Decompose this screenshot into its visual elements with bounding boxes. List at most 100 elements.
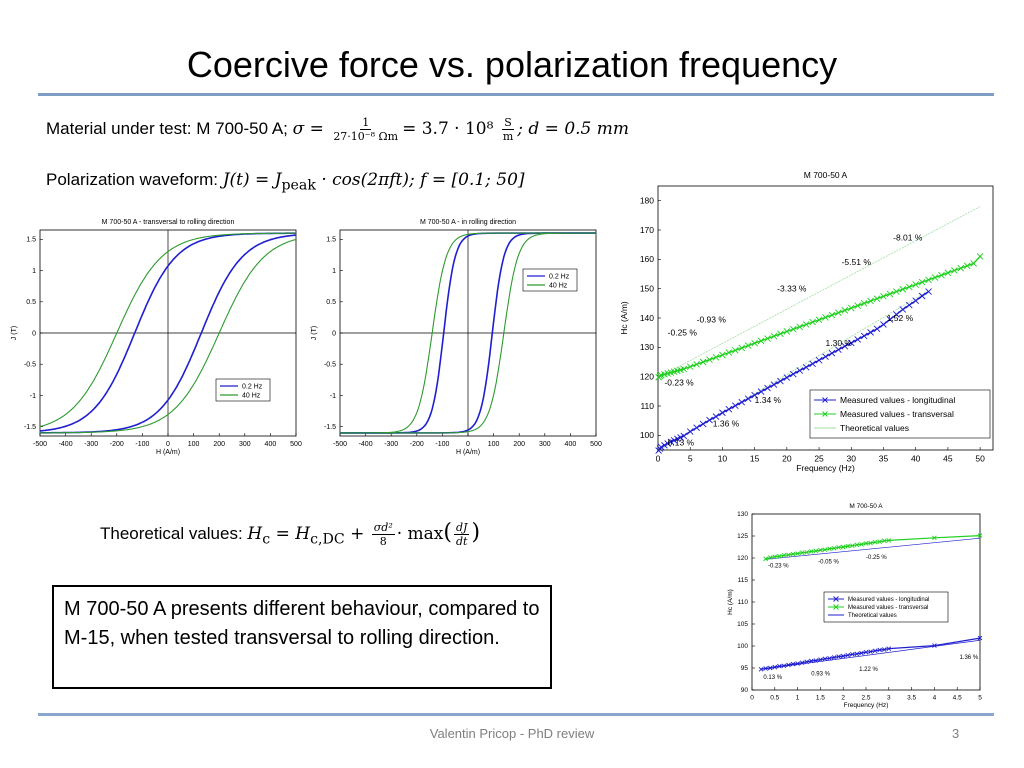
data-marker (670, 437, 678, 444)
data-marker (828, 311, 836, 319)
data-marker (818, 657, 823, 662)
page-number: 3 (952, 726, 960, 741)
y-tick-label: 120 (640, 372, 654, 382)
data-marker (783, 374, 791, 381)
hysteresis-chart-transversal: -500 -400 -300 -200 -100 0 100 200 300 400 500 -1.5… (11, 219, 302, 456)
percent-annotation: 0.13 % (763, 675, 782, 681)
data-marker (944, 269, 952, 277)
material-label: Material under test: M 700-50 A; (46, 119, 288, 138)
data-marker (836, 654, 841, 659)
x-tick-label: 400 (565, 441, 577, 448)
data-marker (686, 428, 694, 435)
data-marker (808, 658, 814, 664)
chart-title: M 700-50 A (804, 170, 848, 180)
data-marker (840, 653, 846, 659)
data-marker (808, 549, 814, 554)
y-tick-label: 130 (737, 511, 748, 518)
chart-title: M 700-50 A - in rolling direction (420, 219, 516, 226)
x-tick-label: 0 (750, 695, 754, 702)
data-marker (845, 543, 851, 549)
data-marker (815, 356, 823, 364)
data-marker (790, 551, 796, 557)
x-tick-label: -200 (410, 441, 424, 448)
legend-label: 40 Hz (549, 283, 568, 290)
chart-title: M 700-50 A - transversal to rolling dire… (102, 219, 235, 226)
data-marker (977, 533, 983, 538)
data-marker (744, 395, 752, 402)
x-axis-label: H (A/m) (156, 449, 180, 456)
data-marker (893, 288, 900, 295)
footer-author: Valentin Pricop - PhD review (429, 726, 595, 741)
y-tick-label: 110 (738, 599, 749, 606)
data-marker (802, 321, 810, 328)
theory-label: Theoretical values: (100, 524, 243, 543)
data-marker (932, 535, 937, 541)
data-marker (719, 351, 726, 359)
x-tick-label: 5 (978, 695, 982, 702)
data-marker (868, 649, 873, 655)
data-marker (795, 661, 800, 666)
x-tick-label: 20 (782, 454, 792, 464)
data-marker (840, 544, 846, 550)
x-tick-label: 35 (879, 454, 889, 464)
data-marker (751, 391, 758, 399)
theory-max: · max (396, 524, 444, 544)
data-marker (835, 309, 842, 317)
data-marker (877, 647, 882, 653)
x-tick-label: 500 (590, 441, 602, 448)
data-marker (963, 262, 971, 270)
legend-label: 0.2 Hz (242, 384, 263, 391)
waveform-sub: peak (281, 177, 316, 194)
percent-annotation: -3.33 % (777, 284, 807, 294)
data-marker (725, 349, 733, 356)
data-marker (763, 556, 768, 562)
chart-title: M 700-50 A (849, 503, 883, 510)
data-marker (932, 643, 937, 648)
data-marker (905, 283, 913, 291)
data-marker (777, 553, 782, 559)
data-marker (881, 538, 887, 544)
legend-label: 0.2 Hz (549, 274, 570, 281)
y-tick-label: 125 (737, 533, 748, 540)
x-tick-label: -300 (384, 441, 398, 448)
percent-annotation: -0.23 % (768, 564, 789, 570)
data-marker (767, 665, 773, 671)
percent-annotation: -0.93 % (697, 314, 727, 324)
data-marker (813, 658, 819, 663)
y-axis-label: J (T) (311, 326, 318, 340)
legend-label: 40 Hz (242, 393, 261, 400)
data-marker (680, 432, 688, 440)
data-marker (854, 651, 860, 657)
data-marker (699, 420, 707, 428)
data-marker (757, 388, 765, 395)
y-tick-label: 130 (640, 342, 654, 352)
percent-annotation: 0.93 % (811, 671, 830, 677)
data-marker (664, 440, 671, 447)
theory-line: Theoretical values: Hc = Hc,DC + σd² 8 · m… (100, 520, 481, 548)
measured-line (765, 535, 981, 560)
x-tick-label: 300 (539, 441, 551, 448)
waveform-label: Polarization waveform: (46, 170, 218, 189)
data-marker (847, 304, 855, 312)
percent-annotation: 1.22 % (859, 667, 878, 673)
theory-eq: = H (270, 524, 311, 544)
y-tick-label: -0.5 (24, 362, 36, 369)
sigma-lhs: σ = (292, 119, 324, 139)
percent-annotation: -5.51 % (842, 257, 872, 267)
x-tick-label: 300 (239, 441, 251, 448)
data-marker (725, 405, 733, 413)
data-marker (719, 409, 726, 417)
y-tick-label: 160 (640, 254, 654, 264)
data-marker (657, 443, 665, 451)
x-axis-label: Frequency (Hz) (796, 463, 855, 473)
data-marker (795, 551, 800, 556)
data-marker (680, 365, 688, 373)
y-tick-label: 1.5 (326, 237, 336, 244)
data-marker (661, 441, 668, 449)
sigma-value: = 3.7 · 10⁸ (402, 119, 494, 139)
data-marker (818, 547, 823, 553)
legend-marker (822, 411, 828, 417)
data-marker (822, 547, 828, 552)
data-marker (872, 539, 878, 545)
